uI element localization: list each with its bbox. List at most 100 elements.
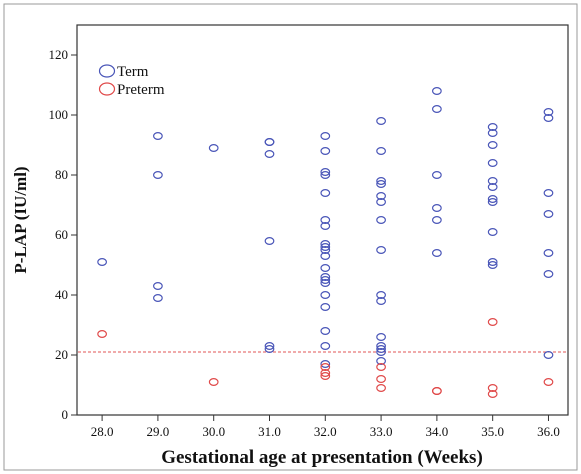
term-point	[431, 86, 442, 95]
term-point	[264, 342, 275, 351]
y-tick-label: 20	[55, 347, 68, 362]
term-point	[320, 171, 331, 180]
term-point	[487, 195, 498, 204]
term-point	[487, 258, 498, 267]
x-tick-label: 29.0	[147, 424, 170, 439]
y-axis: 0 20 40 60 80 100 120	[49, 47, 77, 422]
term-point	[487, 141, 498, 150]
term-point	[487, 122, 498, 131]
term-point	[376, 246, 386, 255]
preterm-point	[208, 378, 219, 387]
preterm-point	[487, 318, 498, 327]
term-point	[376, 180, 386, 189]
term-point	[208, 144, 219, 153]
y-tick-label: 60	[55, 227, 68, 242]
term-point	[487, 159, 498, 168]
term-point	[487, 228, 498, 237]
legend-marker-term	[98, 64, 116, 78]
term-point	[376, 348, 386, 357]
term-point	[97, 258, 108, 267]
y-tick-label: 0	[62, 407, 69, 422]
term-point	[320, 273, 331, 282]
term-point	[320, 327, 331, 336]
x-tick-label: 35.0	[481, 424, 504, 439]
term-point	[431, 104, 442, 113]
term-point	[320, 216, 331, 225]
term-point	[431, 216, 442, 225]
y-tick-label: 40	[55, 287, 68, 302]
preterm-point	[487, 390, 498, 399]
preterm-point	[320, 372, 331, 381]
term-point	[487, 198, 498, 207]
term-point	[543, 107, 554, 116]
x-tick-label: 34.0	[426, 424, 449, 439]
term-point	[264, 237, 275, 246]
term-point	[320, 132, 331, 141]
term-point	[320, 360, 331, 369]
term-point	[487, 261, 498, 270]
term-point	[487, 129, 498, 138]
term-point	[264, 150, 275, 159]
term-point	[264, 138, 275, 147]
preterm-point	[320, 363, 331, 372]
term-point	[543, 189, 554, 198]
term-point	[431, 171, 442, 180]
plot-area	[76, 24, 569, 416]
y-tick-label: 120	[49, 47, 69, 62]
term-point	[543, 113, 554, 122]
preterm-point	[431, 387, 442, 396]
term-point	[320, 168, 331, 177]
y-tick-label: 100	[49, 107, 69, 122]
preterm-point	[543, 378, 554, 387]
x-tick-label: 32.0	[314, 424, 337, 439]
term-point	[376, 297, 386, 306]
legend: Term Preterm	[98, 64, 165, 98]
legend-marker-preterm	[98, 82, 116, 96]
term-point	[376, 116, 386, 125]
term-point	[320, 291, 331, 300]
preterm-point	[487, 384, 498, 393]
preterm-point	[376, 384, 386, 393]
term-point	[153, 171, 163, 180]
x-tick-label: 36.0	[537, 424, 560, 439]
term-point	[376, 333, 386, 342]
term-point	[320, 240, 331, 249]
y-axis-title: P-LAP (IU/ml)	[11, 166, 30, 273]
term-point	[376, 192, 386, 201]
legend-label-term: Term	[117, 64, 149, 80]
term-point	[153, 282, 163, 291]
term-point	[376, 357, 386, 366]
term-point	[320, 276, 331, 285]
preterm-point	[97, 330, 108, 339]
term-point	[376, 345, 386, 354]
term-point	[376, 177, 386, 186]
term-point	[487, 177, 498, 186]
term-point	[320, 189, 331, 198]
term-point	[264, 345, 275, 354]
term-point	[376, 198, 386, 207]
term-point	[543, 210, 554, 219]
x-tick-label: 31.0	[258, 424, 281, 439]
preterm-point	[320, 369, 331, 378]
term-point	[376, 216, 386, 225]
term-point	[320, 147, 331, 156]
term-point	[487, 183, 498, 192]
x-tick-label: 30.0	[202, 424, 225, 439]
preterm-point	[376, 363, 386, 372]
term-point	[376, 147, 386, 156]
term-point	[153, 294, 163, 303]
x-tick-label: 33.0	[370, 424, 393, 439]
x-axis: 28.0 29.0 30.0 31.0 32.0 33.0 34.0 35.0 36.0	[91, 415, 560, 439]
term-point	[376, 291, 386, 300]
term-point	[320, 279, 331, 288]
term-point	[320, 252, 331, 261]
legend-label-preterm: Preterm	[117, 82, 165, 98]
term-point	[431, 249, 442, 258]
term-point	[320, 342, 331, 351]
x-axis-title: Gestational age at presentation (Weeks)	[161, 447, 483, 468]
term-point	[543, 351, 554, 360]
term-point	[320, 246, 331, 255]
x-tick-label: 28.0	[91, 424, 114, 439]
term-point	[320, 222, 331, 231]
